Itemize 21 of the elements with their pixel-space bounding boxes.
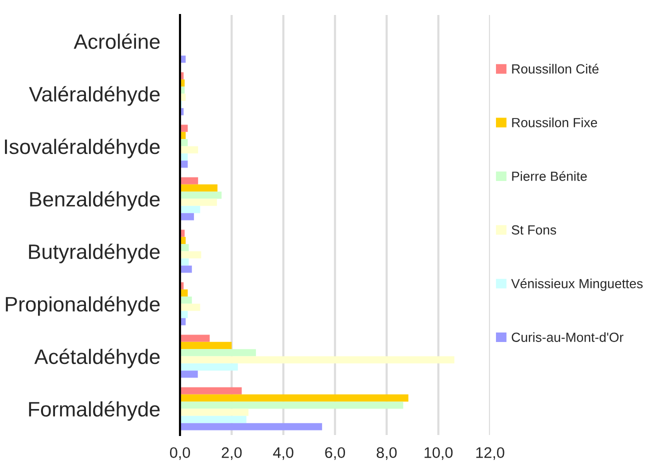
y-tick-label: Formaldéhyde xyxy=(29,401,160,421)
legend-label: Curis-au-Mont-d'Or xyxy=(512,332,624,342)
y-tick-label: Valéraldéhyde xyxy=(28,86,160,106)
y-tick-label: Acétaldéhyde xyxy=(34,348,160,368)
x-tick-label: 6,0 xyxy=(325,447,346,460)
x-tick-label: 4,0 xyxy=(273,447,294,460)
x-tick-label: 0,0 xyxy=(170,447,190,460)
legend-label: Roussillon Cité xyxy=(512,64,599,74)
y-tick-label: Isovaléraldéhyde xyxy=(4,138,160,158)
legend-label: St Fons xyxy=(512,225,556,235)
legend-label: Pierre Bénite xyxy=(512,171,587,181)
x-tick-label: 10,0 xyxy=(424,447,453,460)
x-tick-label: 2,0 xyxy=(222,447,242,460)
legend-label: Vénissieux Minguettes xyxy=(511,278,643,291)
y-tick-label: Benzaldéhyde xyxy=(30,191,160,211)
y-tick-label: Acroléine xyxy=(74,33,160,50)
y-tick-label: Butyraldéhyde xyxy=(29,244,160,264)
legend-label: Roussilon Fixe xyxy=(512,118,598,128)
y-tick-label: Propionaldéhyde xyxy=(6,296,160,316)
x-tick-label: 8,0 xyxy=(376,447,397,460)
x-tick-label: 12,0 xyxy=(476,447,504,460)
